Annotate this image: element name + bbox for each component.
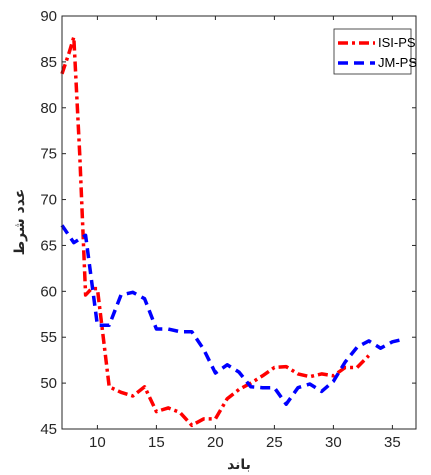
y-tick-label: 45 — [40, 421, 57, 438]
legend-label-isi-ps: ISI-PS — [378, 35, 416, 50]
x-axis-title: باند — [227, 457, 251, 473]
legend-box — [333, 28, 412, 75]
y-tick-label: 70 — [40, 192, 57, 209]
y-tick-label: 60 — [40, 283, 57, 300]
x-tick-label: 20 — [207, 434, 224, 451]
plot-area — [62, 16, 416, 429]
y-tick-label: 55 — [40, 329, 57, 346]
x-tick-label: 35 — [384, 434, 401, 451]
series-line-jm-ps — [60, 224, 405, 406]
legend: ISI-PS JM-PS — [333, 28, 417, 75]
x-tick-label: 30 — [325, 434, 342, 451]
y-tick-label: 75 — [40, 146, 57, 163]
x-tick-label: 15 — [148, 434, 165, 451]
x-tick-label: 25 — [266, 434, 283, 451]
x-tick-label: 10 — [89, 434, 106, 451]
y-tick-label: 90 — [40, 8, 57, 25]
series-line-isi-ps — [60, 35, 371, 428]
legend-label-jm-ps: JM-PS — [378, 55, 417, 70]
y-tick-label: 65 — [40, 237, 57, 254]
y-tick-label: 50 — [40, 375, 57, 392]
axes-layer: 10 15 20 25 30 35 45 50 55 60 65 70 75 80 85 90 — [40, 8, 416, 451]
y-tick-label: 85 — [40, 54, 57, 71]
plot-frame — [61, 15, 417, 430]
y-tick-label: 80 — [40, 100, 57, 117]
series-layer — [60, 35, 405, 428]
y-axis-title: عدد شرط — [12, 189, 28, 256]
